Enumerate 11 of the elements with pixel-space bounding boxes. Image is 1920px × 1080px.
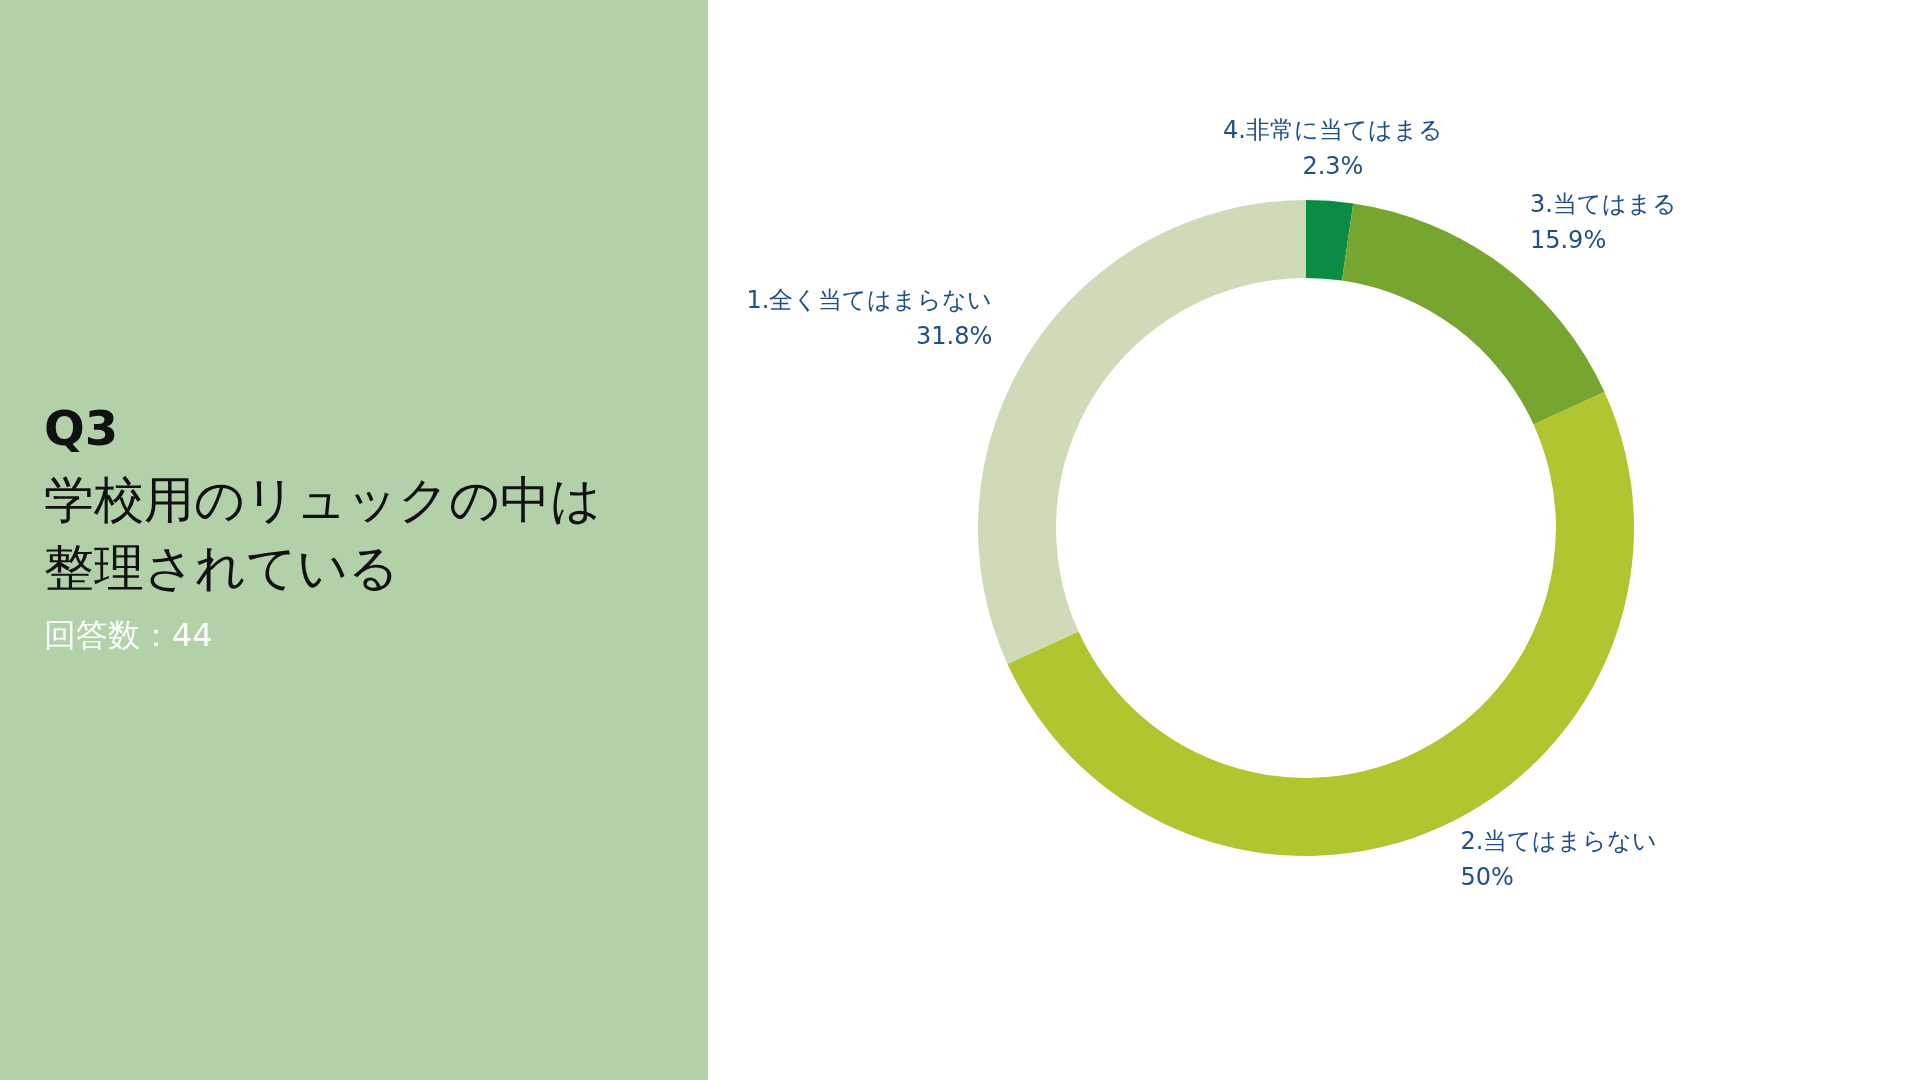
data-label: 2.3% [1302,151,1364,180]
data-label: 31.8% [916,322,993,351]
slice-label: 1.全く当てはまらない [746,286,993,315]
data-label: 50% [1460,863,1514,892]
slice-label: 3.当てはまる [1529,189,1677,218]
text: Q3 [44,400,119,456]
data-label: 15.9% [1529,225,1607,254]
text: 回答数：44 [44,615,213,656]
slice-label: 2.当てはまらない [1460,827,1658,856]
slice-label: 4.非常に当てはまる [1222,115,1443,144]
text: 学校用のリュックの中は整理されている [44,470,602,599]
